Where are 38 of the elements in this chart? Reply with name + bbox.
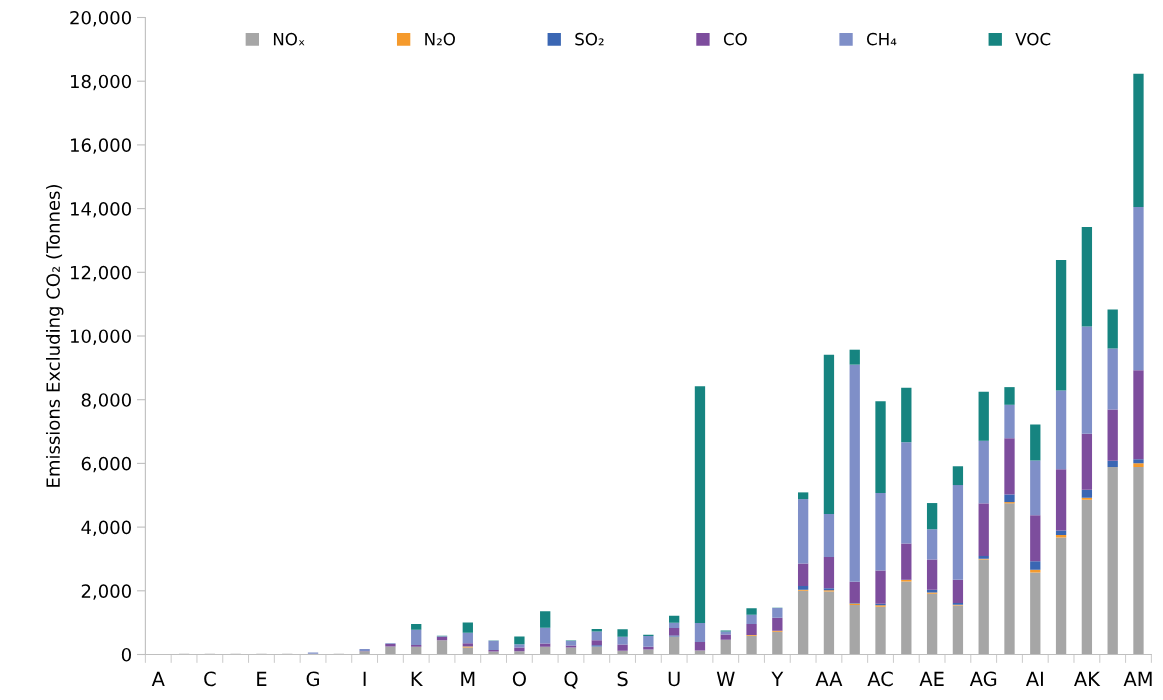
x-tick-label: Y (771, 671, 784, 686)
x-tick-label: AM (1123, 671, 1152, 686)
y-tick-label: 4,000 (81, 520, 131, 537)
y-tick-label: 6,000 (81, 456, 131, 473)
x-tick-label: AG (969, 671, 997, 687)
x-tick-label: AI (1025, 671, 1043, 686)
y-tick-label: 18,000 (70, 74, 131, 91)
y-tick-label: 14,000 (70, 202, 131, 218)
x-tick-label: AE (919, 671, 944, 686)
legend-label: SO₂ (575, 32, 604, 46)
y-tick-label: 2,000 (81, 584, 131, 600)
x-tick-label: C (204, 671, 216, 687)
legend-label: VOC (1015, 32, 1051, 46)
y-tick-label: 0 (121, 647, 131, 662)
x-tick-label: K (411, 671, 423, 686)
x-tick-label: M (461, 671, 475, 686)
y-tick-label: 12,000 (70, 265, 131, 282)
x-tick-label: O (512, 671, 526, 687)
y-tick-label: 20,000 (70, 10, 131, 27)
x-tick-label: A (151, 671, 165, 686)
x-tick-label: AC (867, 671, 893, 687)
legend-label: CH₄ (866, 32, 897, 46)
y-tick-label: 8,000 (81, 393, 131, 409)
x-tick-label: U (668, 671, 680, 687)
legend-label: NOₓ (273, 32, 305, 46)
x-tick-label: AK (1074, 671, 1101, 686)
x-tick-label: I (363, 671, 366, 686)
x-tick-label: W (716, 671, 735, 686)
x-tick-label: Q (564, 671, 578, 689)
y-tick-label: 16,000 (70, 138, 131, 154)
legend-label: N₂O (425, 32, 455, 46)
x-tick-label: AA (815, 671, 843, 686)
x-tick-label: E (257, 671, 267, 686)
x-tick-label: G (306, 671, 319, 687)
x-tick-label: S (617, 671, 628, 687)
y-tick-label: 10,000 (70, 329, 131, 345)
legend-label: CO (723, 32, 747, 46)
y-axis-title: Emissions Excluding CO₂ (Tonnes) (45, 185, 64, 487)
